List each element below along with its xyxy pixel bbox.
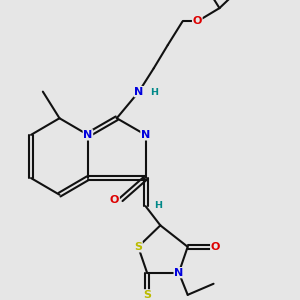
Text: N: N bbox=[83, 130, 93, 140]
Text: N: N bbox=[134, 87, 143, 97]
Text: O: O bbox=[211, 242, 220, 252]
Text: N: N bbox=[174, 268, 183, 278]
Text: S: S bbox=[143, 290, 151, 300]
Text: N: N bbox=[141, 130, 150, 140]
Text: O: O bbox=[193, 16, 202, 26]
Text: S: S bbox=[134, 242, 142, 252]
Text: H: H bbox=[150, 88, 158, 97]
Text: H: H bbox=[154, 201, 163, 210]
Text: O: O bbox=[110, 194, 119, 205]
